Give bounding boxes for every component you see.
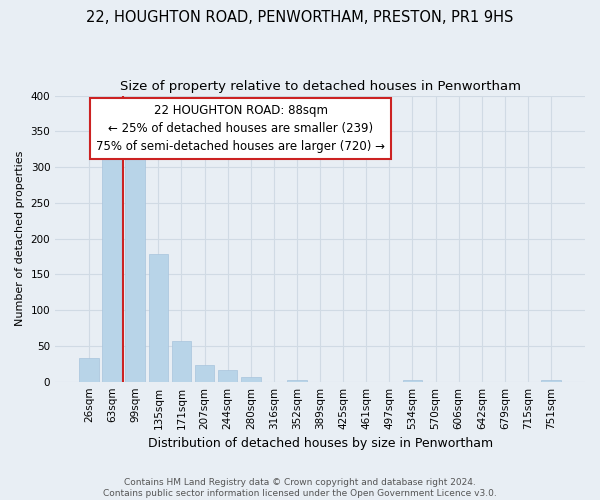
Bar [79,358,99,382]
Y-axis label: Number of detached properties: Number of detached properties [15,151,25,326]
Bar [125,142,145,382]
Text: 22, HOUGHTON ROAD, PENWORTHAM, PRESTON, PR1 9HS: 22, HOUGHTON ROAD, PENWORTHAM, PRESTON, … [86,10,514,25]
Bar [403,380,422,382]
X-axis label: Distribution of detached houses by size in Penwortham: Distribution of detached houses by size … [148,437,493,450]
Title: Size of property relative to detached houses in Penwortham: Size of property relative to detached ho… [119,80,521,93]
Bar [541,380,561,382]
Bar [172,341,191,382]
Bar [195,364,214,382]
Bar [149,254,168,382]
Bar [103,147,122,382]
Text: Contains HM Land Registry data © Crown copyright and database right 2024.
Contai: Contains HM Land Registry data © Crown c… [103,478,497,498]
Bar [287,380,307,382]
Bar [241,378,260,382]
Bar [218,370,238,382]
Text: 22 HOUGHTON ROAD: 88sqm
← 25% of detached houses are smaller (239)
75% of semi-d: 22 HOUGHTON ROAD: 88sqm ← 25% of detache… [96,104,385,153]
